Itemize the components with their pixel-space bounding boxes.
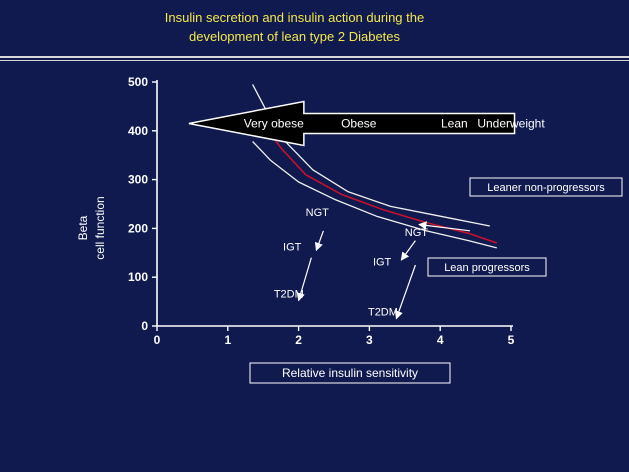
x-tick-label: 2 xyxy=(295,333,302,347)
y-tick-label: 200 xyxy=(128,221,148,235)
pathway-1-arrow xyxy=(314,230,324,252)
x-tick-label: 5 xyxy=(508,333,515,347)
pathway-1-t2dm-label: T2DM xyxy=(274,289,304,301)
callout-pointer-arrow xyxy=(418,221,471,232)
pathway-2-ngt-label: NGT xyxy=(405,227,429,239)
pathway-2-igt-label: IGT xyxy=(373,256,392,268)
y-tick-label: 300 xyxy=(128,173,148,187)
curve-middle xyxy=(262,123,498,244)
arrow-label-underweight: Underweight xyxy=(477,116,545,130)
callout-label-lean-progressors: Lean progressors xyxy=(444,262,530,274)
x-tick-label: 3 xyxy=(366,333,373,347)
title-line-1: Insulin secretion and insulin action dur… xyxy=(164,10,425,25)
curve-lower xyxy=(252,141,497,249)
slide-title: Insulin secretion and insulin action dur… xyxy=(0,8,629,46)
y-axis-title-line-1: Beta xyxy=(76,215,90,240)
y-axis-title-line-2: cell function xyxy=(93,196,107,259)
body-weight-arrow xyxy=(188,100,516,147)
pathway-2-arrow xyxy=(394,264,416,320)
arrow-label-obese: Obese xyxy=(341,116,377,130)
pathway-2-arrow xyxy=(400,240,416,261)
x-axis-title-group: Relative insulin sensitivity xyxy=(249,362,451,384)
y-tick-label: 500 xyxy=(128,75,148,89)
x-axis-title: Relative insulin sensitivity xyxy=(282,366,418,380)
chart-axes xyxy=(156,80,513,327)
x-axis-title-box xyxy=(249,362,451,384)
tick-group: 0 100 200 300 400 500 0 1 2 3 4 5 xyxy=(128,75,515,347)
callout-box-lean-progressors xyxy=(427,257,547,277)
y-tick-label: 100 xyxy=(128,270,148,284)
arrow-label-very-obese: Very obese xyxy=(244,116,304,130)
pathway-2-t2dm-label: T2DM xyxy=(368,306,398,318)
pathway-1-igt-label: IGT xyxy=(283,241,302,253)
y-tick-label: 0 xyxy=(141,319,148,333)
x-tick-label: 4 xyxy=(437,333,444,347)
pathway-1-arrow xyxy=(296,257,312,302)
title-divider-top xyxy=(0,56,629,58)
title-line-2: development of lean type 2 Diabetes xyxy=(188,29,401,44)
callout-box-leaner-non-progressors xyxy=(469,177,623,197)
callout-group: Leaner non-progressors Lean progressors xyxy=(418,177,623,277)
progression-pathways: NGT IGT T2DM NGT IGT T2DM xyxy=(274,207,429,320)
pathway-1-ngt-label: NGT xyxy=(306,207,330,219)
body-weight-arrow-group: Very obese Obese Lean Underweight xyxy=(188,100,545,147)
title-divider-bottom xyxy=(0,60,629,61)
y-tick-label: 400 xyxy=(128,124,148,138)
y-axis-title: Beta cell function xyxy=(76,196,107,259)
callout-label-leaner-non-progressors: Leaner non-progressors xyxy=(487,182,605,194)
x-tick-label: 1 xyxy=(224,333,231,347)
arrow-label-lean: Lean xyxy=(441,116,468,130)
x-tick-label: 0 xyxy=(154,333,161,347)
